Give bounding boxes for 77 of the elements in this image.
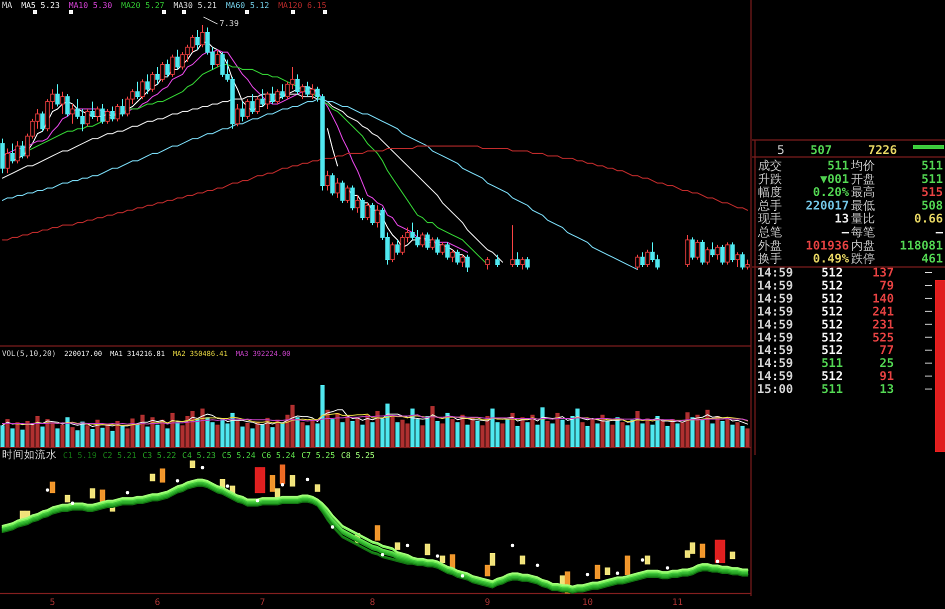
text: 15:00 (757, 382, 794, 396)
chart-title: MA (2, 1, 12, 11)
text: 14:59 (757, 330, 794, 344)
text: 512 (821, 369, 843, 384)
text: 0.66 (914, 212, 943, 226)
text: 140 (872, 291, 894, 306)
text: ▼001 (820, 172, 849, 186)
x-tick-label: 10 (582, 598, 593, 608)
text: 最高 (851, 185, 875, 200)
x-tick-label: 6 (154, 598, 160, 608)
text: 5 (777, 143, 785, 157)
text: 511 (821, 382, 843, 396)
text: 总笔 (757, 225, 782, 239)
x-tick-label: 11 (672, 598, 683, 608)
text: 14:59 (757, 278, 794, 292)
text: 511 (821, 356, 843, 370)
text: 跌停 (851, 252, 875, 266)
text: 14:59 (757, 343, 794, 358)
text: 0.49% (812, 252, 850, 266)
text: 512 (821, 317, 843, 332)
text: — (842, 225, 850, 239)
text: 77 (880, 343, 894, 358)
text: 231 (872, 317, 894, 332)
x-tick-label: 7 (260, 598, 266, 608)
text: 14:59 (757, 356, 794, 370)
text: 量比 (851, 212, 875, 226)
text: 幅度 (758, 185, 782, 200)
text: 14:59 (757, 291, 794, 306)
text: 525 (872, 330, 894, 344)
text: 7226 (868, 143, 897, 157)
text: 512 (821, 266, 843, 280)
text: 14:59 (757, 369, 794, 384)
text: 总手 (757, 198, 782, 212)
annotation: 7.39 (220, 19, 239, 28)
text: 现手 (758, 212, 782, 226)
text: 换手 (758, 252, 782, 266)
text: 每笔 (851, 225, 875, 239)
text: 508 (921, 198, 943, 212)
text: 507 (810, 143, 832, 157)
text: 最低 (851, 198, 875, 212)
text: 开盘 (851, 172, 875, 186)
text: 461 (921, 252, 943, 266)
legend: MA5 5.23 MA10 5.30 MA20 5.27 MA30 5.21 MA60 5.12 MA120 6.15 (21, 1, 326, 10)
chart-title: 时间如流水 (2, 448, 57, 461)
text: 512 (821, 291, 843, 306)
text: 外盘 (758, 238, 782, 252)
text: 成交 (758, 158, 782, 172)
text: 511 (827, 158, 849, 172)
text: 均价 (850, 158, 875, 172)
text: — (936, 225, 944, 239)
x-tick-label: 8 (370, 598, 376, 608)
text: 118081 (900, 238, 943, 252)
text: 101936 (806, 238, 849, 252)
text: 220017 (806, 198, 849, 212)
text: 14:59 (757, 317, 794, 332)
text: 512 (821, 343, 843, 358)
text: 511 (921, 158, 943, 172)
text: 512 (821, 304, 843, 318)
text: 13 (880, 382, 894, 396)
text: 14:59 (757, 266, 794, 280)
text: 512 (821, 330, 843, 344)
text: 25 (880, 356, 894, 370)
text: 0.20% (812, 185, 850, 200)
text: 137 (872, 266, 894, 280)
text: 升跌 (758, 172, 782, 186)
text: 511 (921, 172, 943, 186)
text: 512 (821, 278, 843, 292)
text: 14:59 (757, 304, 794, 318)
text: 13 (834, 212, 849, 226)
text: 515 (921, 185, 943, 200)
text: 79 (880, 278, 894, 292)
x-tick-label: 5 (50, 598, 56, 608)
x-tick-label: 9 (484, 598, 490, 608)
text: 91 (880, 369, 894, 384)
text: 241 (872, 304, 894, 318)
text: 内盘 (851, 238, 875, 252)
legend: C1 5.19 C2 5.21 C3 5.22 C4 5.23 C5 5.24 C6 5.24 C7 5.25 C8 5.25 (63, 451, 375, 460)
